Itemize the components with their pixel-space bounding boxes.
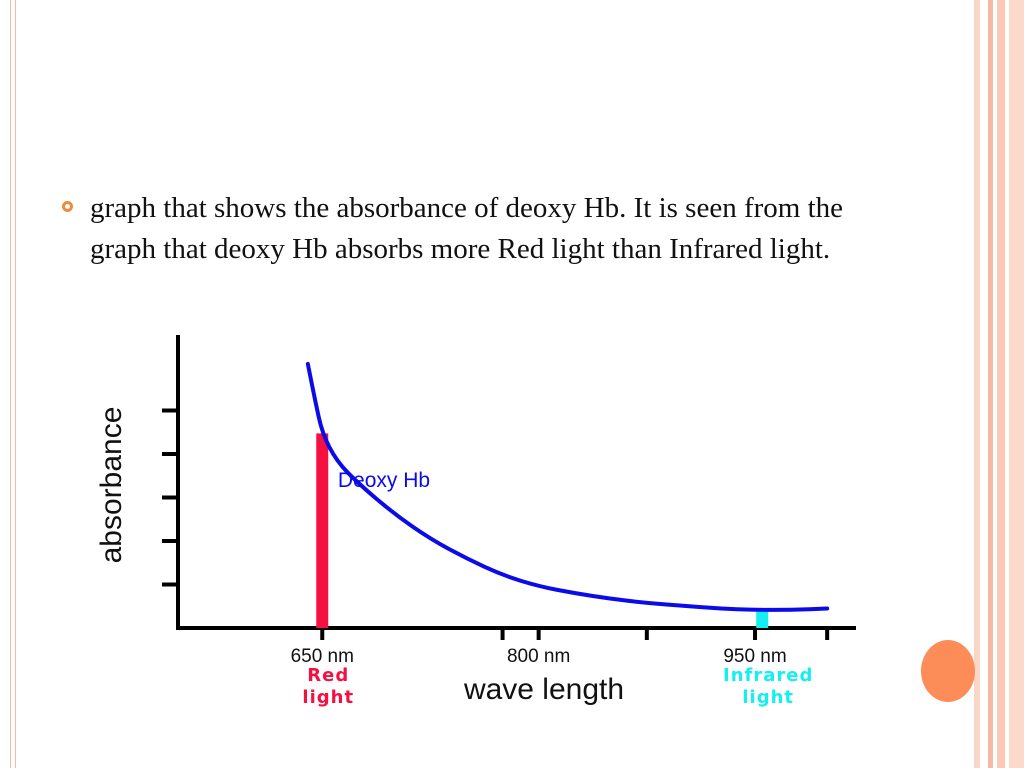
chart-labels: 650 nm 800 nm 950 nm absorbance wave length R… (95, 407, 813, 708)
slide-frame-right (974, 0, 1024, 768)
corner-circle (921, 640, 975, 702)
slide-body: graph that shows the absorbance of deoxy… (62, 188, 882, 269)
ring-bullet-icon (62, 201, 73, 212)
chart-axes (162, 335, 856, 640)
red-light-label: light (302, 687, 354, 708)
red-light-marker (316, 433, 329, 628)
x-tick-label: 650 nm (291, 646, 354, 667)
x-axis-title: wave length (463, 673, 624, 706)
chart-marks (305, 361, 830, 628)
red-light-label: Red (307, 665, 349, 686)
y-axis-title: absorbance (95, 407, 128, 564)
infrared-light-marker (756, 609, 769, 628)
slide-frame-left (10, 0, 16, 768)
bullet-text: graph that shows the absorbance of deoxy… (90, 192, 843, 265)
series-line-deoxy-hb (305, 361, 830, 612)
infrared-light-label: Infrared (723, 665, 813, 686)
infrared-light-label: light (742, 687, 794, 708)
bullet-item: graph that shows the absorbance of deoxy… (62, 188, 882, 269)
x-tick-label: 800 nm (507, 646, 570, 667)
x-tick-label: 950 nm (723, 646, 786, 667)
series-label-deoxy-hb: Deoxy Hb (338, 469, 430, 492)
